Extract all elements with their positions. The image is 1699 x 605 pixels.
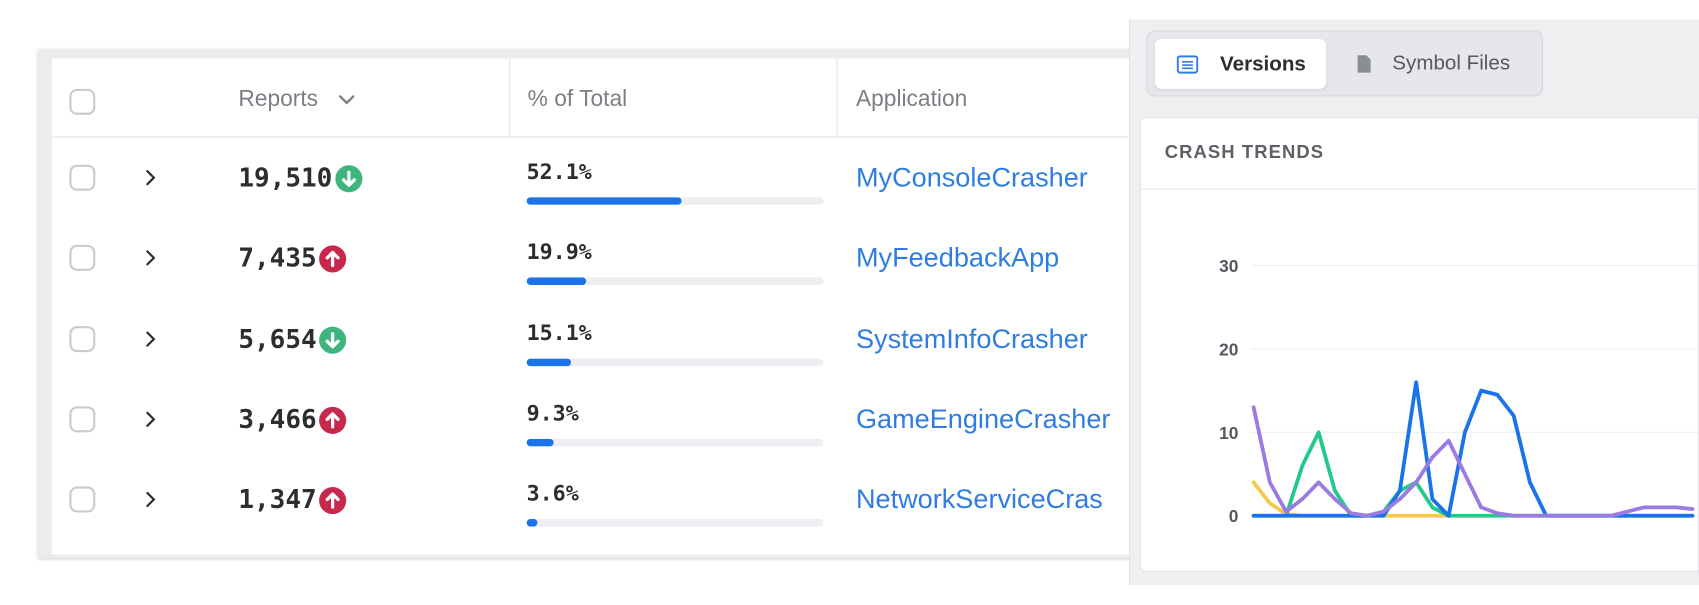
trend-arrow <box>325 331 340 348</box>
y-tick-label: 30 <box>1219 256 1238 276</box>
y-tick-label: 0 <box>1229 506 1239 526</box>
chevron <box>146 411 156 427</box>
reports-header[interactable]: Reports <box>238 86 319 112</box>
percent-track <box>526 197 824 205</box>
percent-track <box>526 358 824 366</box>
trend-arrow <box>325 412 340 429</box>
trend-icon <box>335 165 363 193</box>
trend-line <box>1251 380 1695 518</box>
percent-bar <box>526 358 572 366</box>
percent-bar <box>526 277 586 286</box>
header-border <box>52 136 1133 138</box>
table <box>52 58 1133 555</box>
trend-icon <box>319 487 347 515</box>
application-link[interactable]: NetworkServiceCras <box>855 484 1103 515</box>
chevron <box>146 170 156 186</box>
report-count: 19,510 <box>238 162 333 193</box>
application-link[interactable]: MyConsoleCrasher <box>855 162 1088 193</box>
percent-label: 3.6% <box>526 480 579 507</box>
tab-label[interactable]: Versions <box>1220 53 1306 76</box>
expand-icon[interactable] <box>144 250 157 267</box>
percent-header: % of Total <box>527 86 628 112</box>
card-divider <box>1140 188 1699 190</box>
trend-line <box>1251 405 1695 518</box>
percent-label: 9.3% <box>526 399 579 426</box>
percent-bar <box>526 197 682 205</box>
percent-bar <box>526 519 538 527</box>
trend-card <box>1139 117 1699 573</box>
row-checkbox[interactable] <box>69 406 96 433</box>
card-title: CRASH TRENDS <box>1164 141 1325 163</box>
expand-icon[interactable] <box>144 411 157 428</box>
tab-label[interactable]: Symbol Files <box>1392 52 1511 75</box>
percent-label: 52.1% <box>526 158 592 185</box>
report-count: 1,347 <box>238 484 317 515</box>
application-link[interactable]: GameEngineCrasher <box>855 404 1111 435</box>
percent-track <box>526 277 824 286</box>
trend-icon <box>319 326 347 354</box>
y-tick-label: 10 <box>1219 423 1238 443</box>
select-all-checkbox[interactable] <box>69 88 96 115</box>
percent-label: 15.1% <box>526 319 592 346</box>
application-header: Application <box>855 86 968 112</box>
chevron <box>146 331 156 347</box>
trend-icon <box>319 406 347 434</box>
row-checkbox[interactable] <box>69 325 96 352</box>
chevron <box>146 250 156 266</box>
versions-icon <box>1176 55 1199 74</box>
row-checkbox[interactable] <box>69 245 96 272</box>
application-link[interactable]: MyFeedbackApp <box>855 243 1060 274</box>
sort-icon <box>339 95 355 105</box>
application-link[interactable]: SystemInfoCrasher <box>855 323 1088 354</box>
expand-icon[interactable] <box>144 169 157 186</box>
report-count: 7,435 <box>238 243 317 274</box>
trend-arrow <box>325 492 340 509</box>
percent-bar <box>526 438 555 447</box>
expand-icon[interactable] <box>144 330 157 347</box>
report-count: 3,466 <box>238 404 317 435</box>
percent-track <box>526 519 824 527</box>
percent-label: 19.9% <box>526 238 592 265</box>
column-divider <box>509 58 511 137</box>
trend-arrow <box>341 170 356 187</box>
expand-icon[interactable] <box>144 491 157 508</box>
trend-arrow <box>325 251 340 268</box>
trend-line <box>1251 430 1695 518</box>
row-checkbox[interactable] <box>69 164 96 191</box>
column-divider <box>836 58 838 137</box>
report-count: 5,654 <box>238 323 317 354</box>
file-icon <box>1357 55 1371 73</box>
row-checkbox[interactable] <box>69 486 96 513</box>
percent-track <box>526 438 824 447</box>
chevron <box>146 492 156 508</box>
tab-active[interactable] <box>1155 39 1327 89</box>
y-tick-label: 20 <box>1219 339 1238 359</box>
trend-icon <box>319 245 347 273</box>
